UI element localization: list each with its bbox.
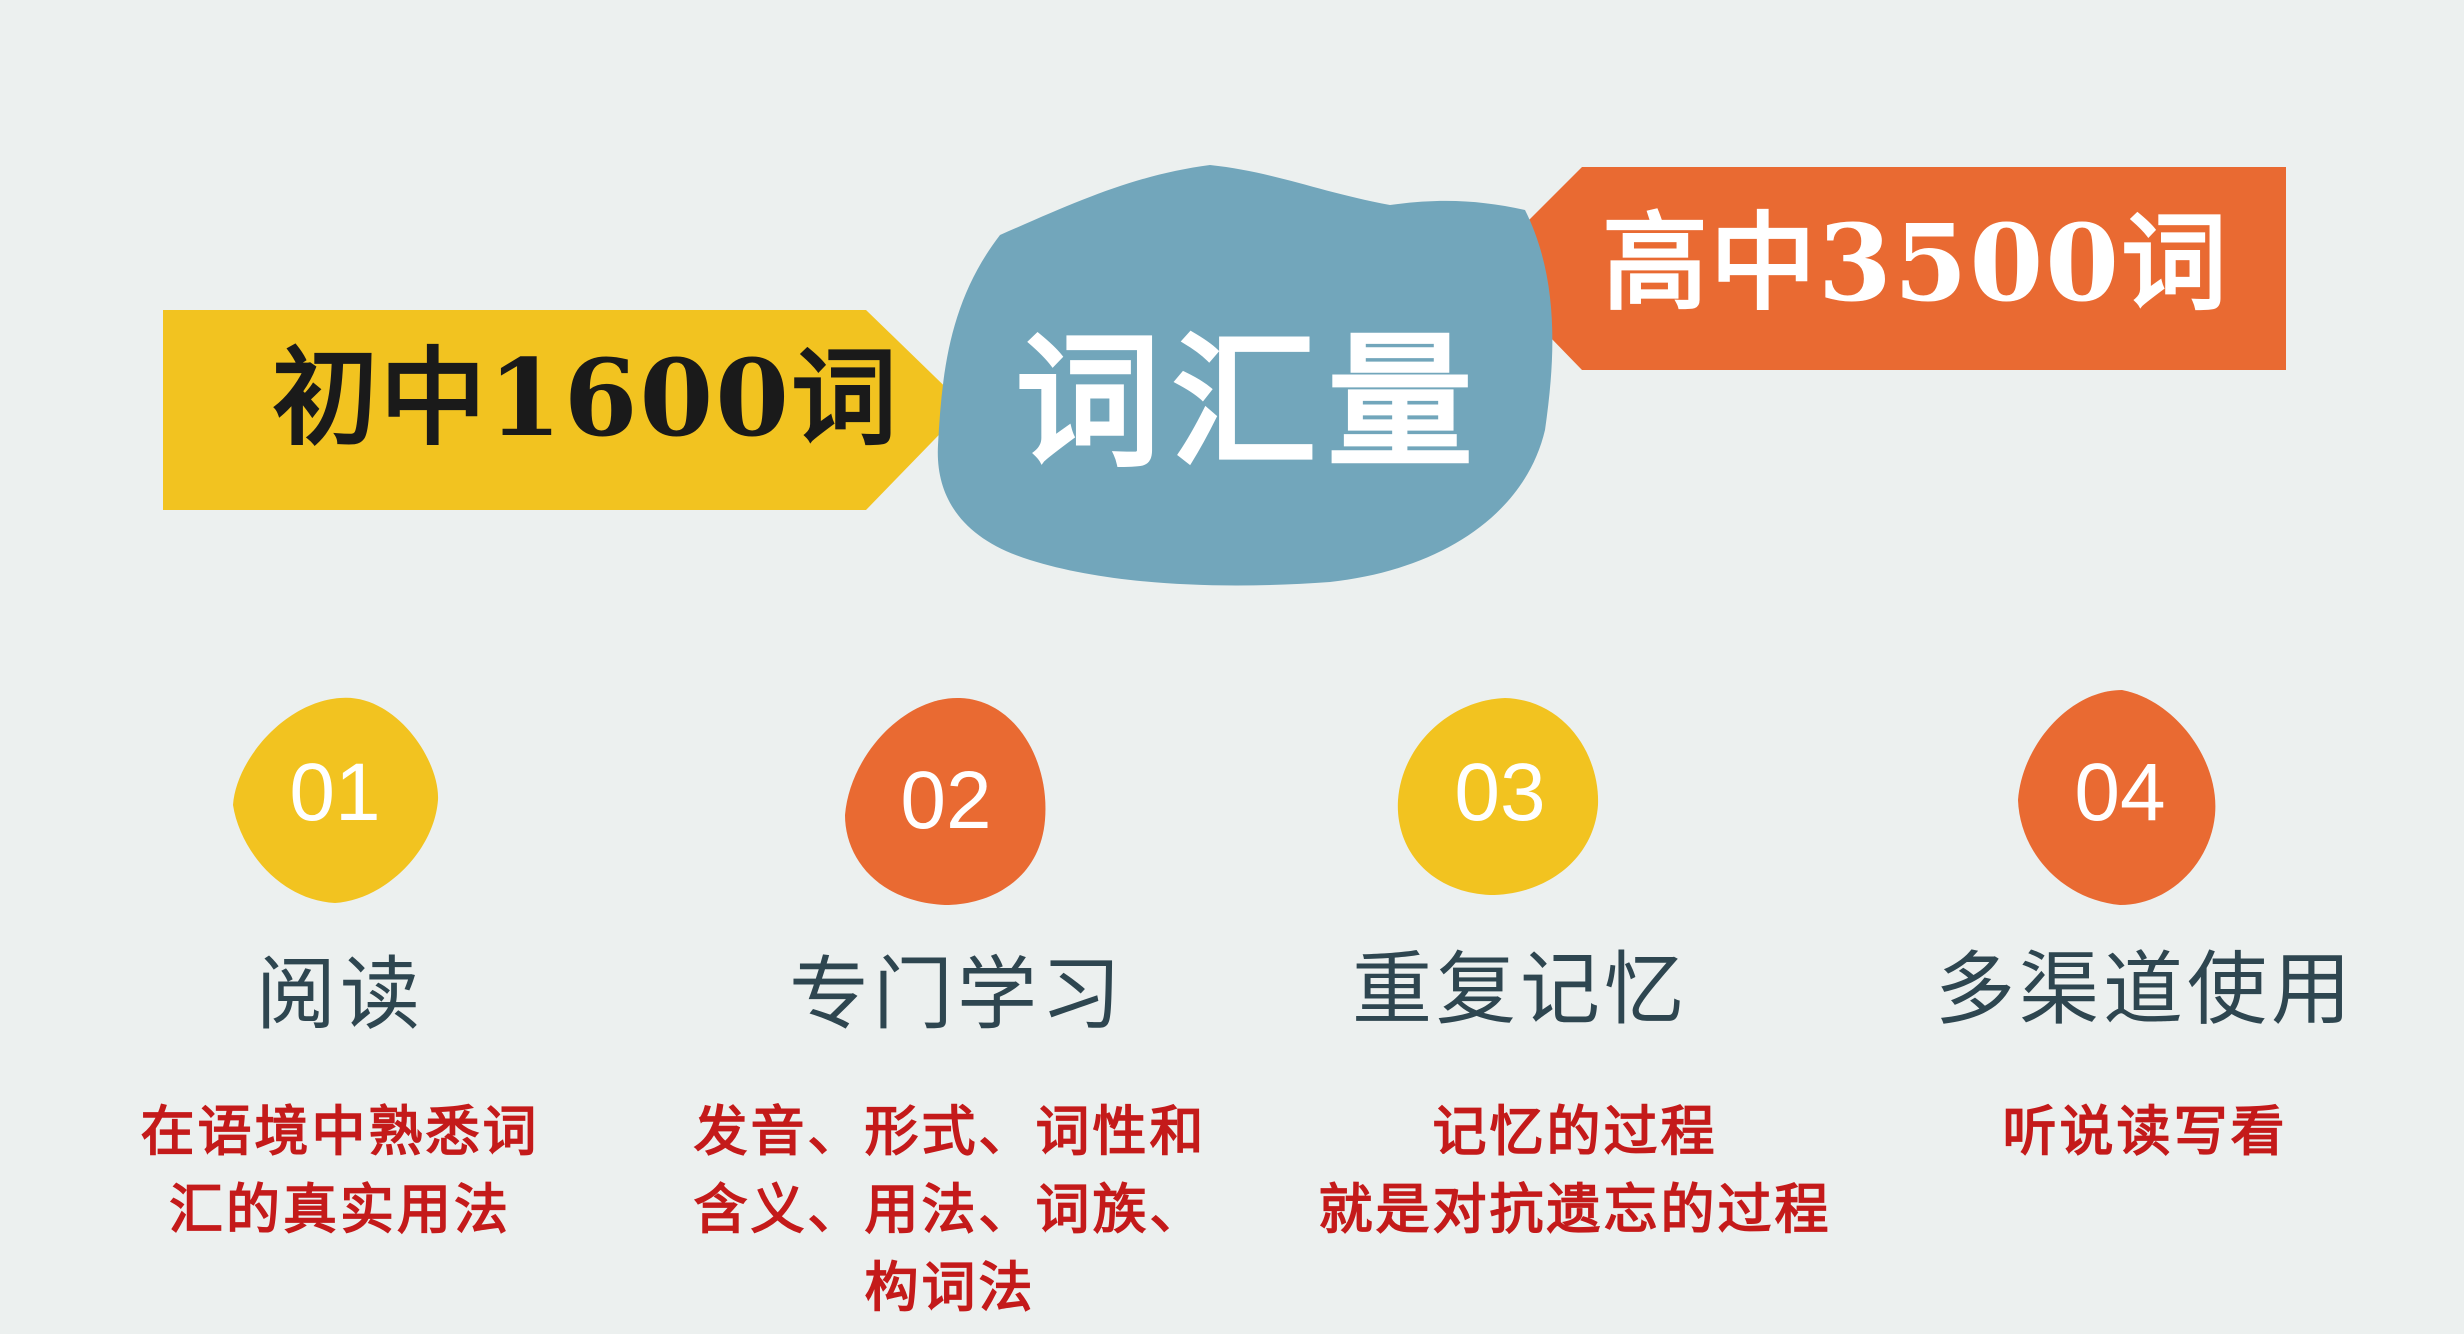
left-arrow-shape bbox=[163, 310, 966, 510]
item-desc-line: 记忆的过程 bbox=[1432, 1099, 1718, 1163]
item-desc-line: 在语境中熟悉词 bbox=[140, 1099, 540, 1163]
item-desc-line: 发音、形式、词性和 bbox=[693, 1099, 1207, 1163]
item-desc-line: 含义、用法、词族、 bbox=[693, 1177, 1207, 1241]
item-title-dedicated-study: 专门学习 bbox=[789, 948, 1125, 1041]
item-title-reading: 阅读 bbox=[256, 948, 424, 1041]
item-desc-line: 汇的真实用法 bbox=[169, 1177, 511, 1241]
item-desc-multi-channel-use: 听说读写看 bbox=[1835, 1092, 2455, 1170]
item-number-01: 01 bbox=[289, 747, 381, 838]
item-title-multi-channel-use: 多渠道使用 bbox=[1935, 943, 2355, 1036]
item-desc-line: 就是对抗遗忘的过程 bbox=[1318, 1177, 1832, 1241]
item-desc-dedicated-study: 发音、形式、词性和 含义、用法、词族、 构词法 bbox=[640, 1092, 1260, 1326]
badge-01-shape bbox=[233, 697, 439, 903]
right-arrow-shape bbox=[1482, 167, 2286, 370]
item-desc-repeated-memory: 记忆的过程 就是对抗遗忘的过程 bbox=[1265, 1092, 1885, 1248]
badge-04-shape bbox=[2018, 690, 2216, 905]
item-number-03: 03 bbox=[1454, 747, 1546, 838]
item-desc-line: 听说读写看 bbox=[2002, 1099, 2288, 1163]
item-desc-line: 构词法 bbox=[864, 1255, 1036, 1319]
item-number-04: 04 bbox=[2074, 747, 2166, 838]
item-number-02: 02 bbox=[900, 755, 992, 846]
item-desc-reading: 在语境中熟悉词 汇的真实用法 bbox=[30, 1092, 650, 1248]
badge-02-shape bbox=[845, 697, 1046, 905]
vocabulary-title: 词汇量 bbox=[1015, 317, 1483, 488]
senior-vocab-label: 高中3500词 bbox=[1602, 200, 2230, 325]
badge-03-shape bbox=[1397, 698, 1599, 895]
item-title-repeated-memory: 重复记忆 bbox=[1352, 943, 1688, 1036]
junior-vocab-label: 初中1600词 bbox=[272, 335, 900, 460]
center-blob-shape bbox=[937, 165, 1553, 586]
